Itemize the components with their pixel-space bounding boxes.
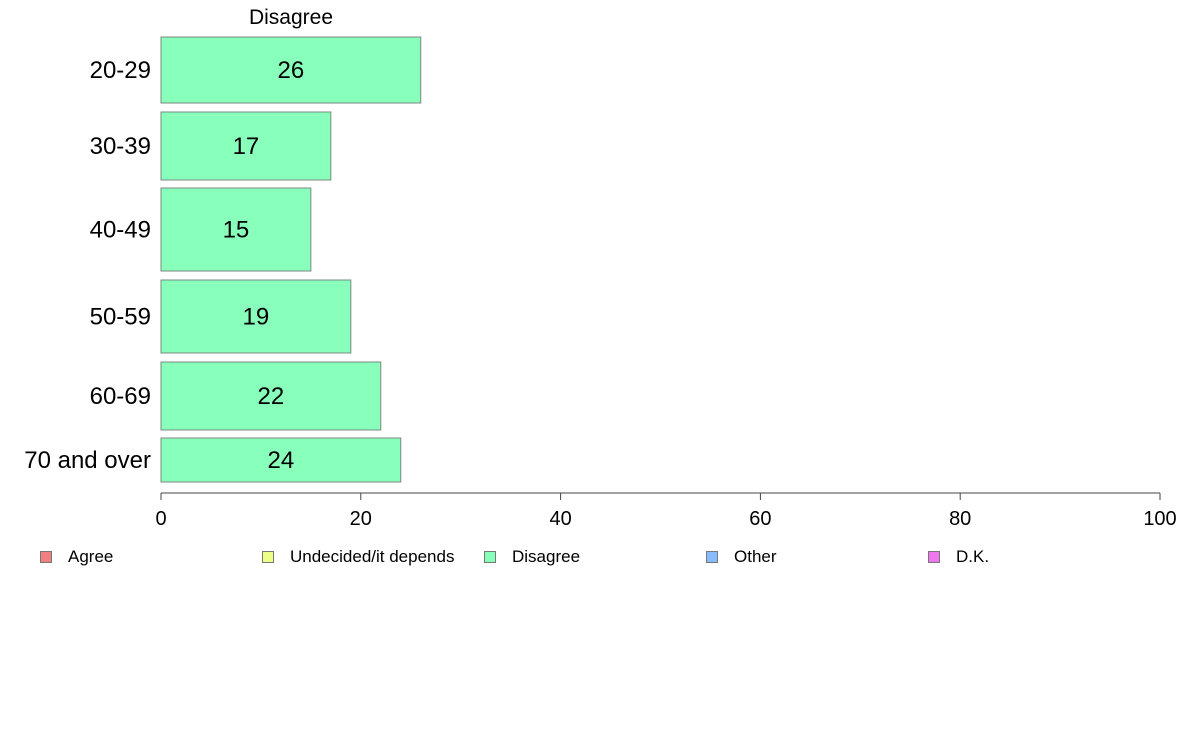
- category-label: 70 and over: [24, 447, 151, 474]
- legend-label-other: Other: [734, 547, 777, 566]
- legend-swatch-agree: [40, 551, 52, 563]
- data-label: 17: [233, 133, 260, 160]
- x-tick-label: 0: [155, 508, 166, 530]
- x-tick-label: 20: [350, 508, 372, 530]
- data-label: 26: [278, 57, 305, 84]
- chart-title: Disagree: [249, 6, 333, 29]
- bars-group: 26 20-29 17 30-39 15 40-49 19 50-59 22 60-69 24 70 …: [24, 36, 422, 483]
- x-tick-label: 80: [949, 508, 971, 530]
- bar-50-59: [160, 279, 352, 354]
- legend-label-agree: Agree: [68, 547, 114, 566]
- legend-item-dk: D.K.: [928, 547, 989, 567]
- legend-label-undecided: Undecided/it depends: [290, 547, 455, 566]
- legend-item-disagree: Disagree: [484, 547, 580, 567]
- data-label: 15: [223, 217, 250, 244]
- legend-swatch-other: [706, 551, 718, 563]
- category-label: 30-39: [90, 133, 151, 160]
- bar-60-69: [160, 361, 382, 431]
- bar-20-29: [160, 36, 422, 104]
- bar-70-and-over: [160, 437, 402, 483]
- category-label: 20-29: [90, 57, 151, 84]
- legend-label-disagree: Disagree: [512, 547, 581, 566]
- legend-item-agree: Agree: [40, 547, 113, 567]
- x-tick-label: 100: [1143, 508, 1176, 530]
- x-tick-label: 60: [749, 508, 771, 530]
- legend-swatch-dk: [928, 551, 940, 563]
- legend: Agree Undecided/it depends Disagree Othe…: [0, 547, 1188, 569]
- x-axis: 0 20 40 60 80 100: [155, 492, 1177, 530]
- bar-40-49: [160, 187, 312, 272]
- legend-swatch-disagree: [484, 551, 496, 563]
- legend-item-undecided: Undecided/it depends: [262, 547, 454, 567]
- category-label: 40-49: [90, 217, 151, 244]
- data-label: 24: [268, 447, 295, 474]
- x-tick-label: 40: [549, 508, 571, 530]
- legend-label-dk: D.K.: [956, 547, 990, 566]
- category-label: 50-59: [90, 304, 151, 331]
- legend-item-other: Other: [706, 547, 777, 567]
- data-label: 22: [258, 383, 285, 410]
- category-label: 60-69: [90, 383, 151, 410]
- data-label: 19: [243, 304, 270, 331]
- legend-swatch-undecided: [262, 551, 274, 563]
- bar-30-39: [160, 111, 332, 181]
